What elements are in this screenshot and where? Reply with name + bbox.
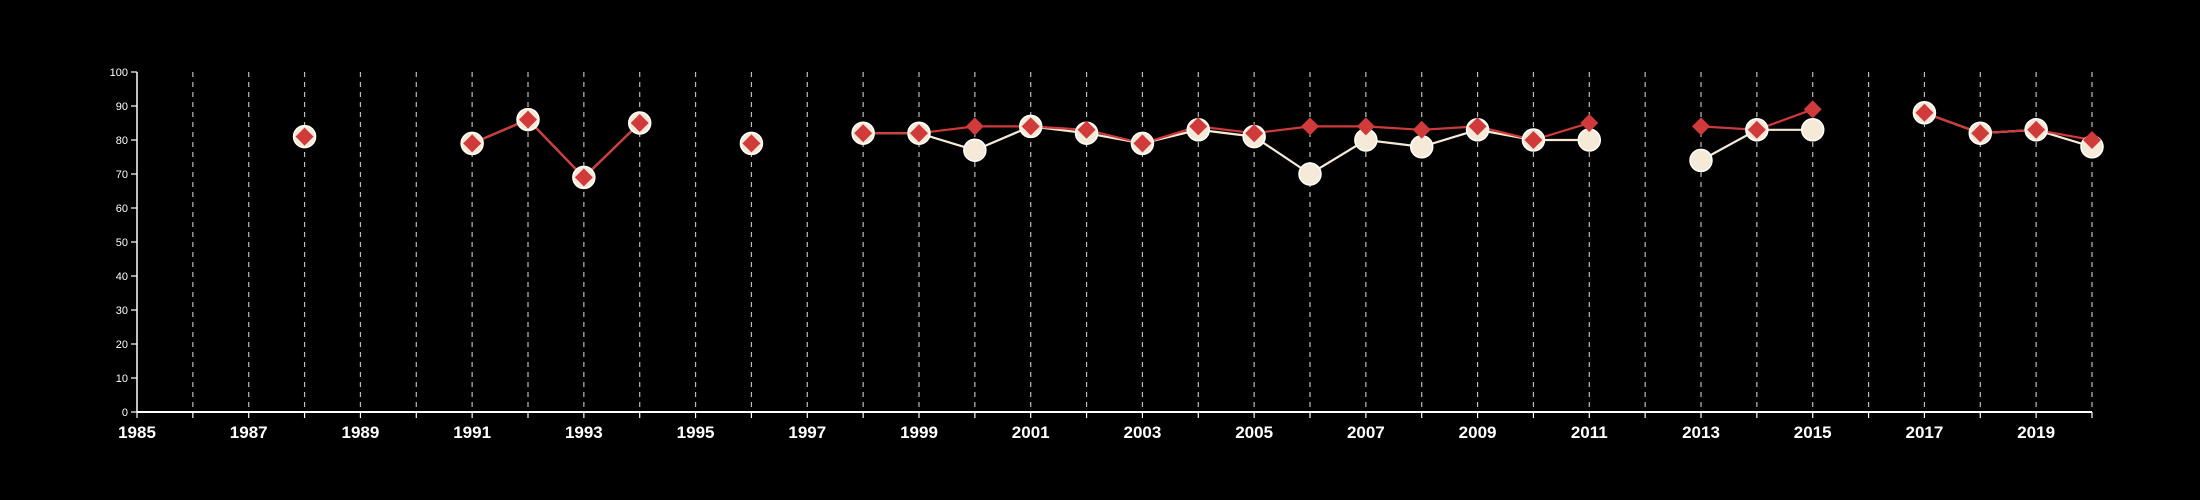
- series-line-diamond: [1924, 111, 2093, 142]
- diamond-point: [1356, 117, 1375, 136]
- x-tick-label: 1995: [677, 423, 715, 442]
- diamond-point: [1803, 100, 1822, 119]
- x-tick-label: 2013: [1682, 423, 1720, 442]
- circle-point: [1577, 128, 1602, 152]
- x-tick-label: 2003: [1124, 423, 1162, 442]
- x-tick-label: 2005: [1235, 423, 1273, 442]
- y-tick-label: 90: [116, 101, 128, 113]
- diamond-point: [2083, 131, 2101, 149]
- diamond-point: [1580, 114, 1599, 132]
- y-tick-label: 100: [110, 67, 128, 79]
- y-tick-label: 80: [116, 135, 128, 147]
- diamond-point: [1971, 124, 1990, 143]
- diamond-point: [463, 134, 482, 153]
- diamond-point: [1915, 103, 1934, 122]
- y-tick-label: 50: [116, 237, 128, 249]
- circle-point: [1800, 118, 1825, 142]
- x-tick-label: 2015: [1794, 423, 1832, 442]
- axes: 0 10 20 30 40 50 60 70 80 90 100 1985 1987 1989 1991 19…: [110, 67, 2093, 442]
- y-tick-label: 0: [122, 407, 128, 419]
- diamond-point: [2027, 120, 2046, 139]
- circle-point: [1409, 135, 1434, 159]
- series-line-circle: [1924, 111, 2093, 148]
- diamond-point: [1021, 117, 1040, 136]
- diamond-point: [1747, 120, 1766, 139]
- circle-point: [1689, 148, 1713, 173]
- x-tick-label: 1999: [900, 423, 938, 442]
- x-tick-label: 2011: [1571, 423, 1608, 442]
- diamond-point: [1692, 117, 1710, 136]
- x-tick-label: 2001: [1012, 423, 1050, 442]
- y-tick-label: 60: [116, 203, 128, 215]
- y-tick-label: 30: [116, 305, 128, 317]
- x-tick-label: 1997: [788, 423, 826, 442]
- y-tick-label: 70: [116, 169, 128, 181]
- diamond-point: [1133, 134, 1152, 153]
- x-tick-label: 1991: [453, 423, 491, 442]
- x-tick-label: 1987: [230, 423, 268, 442]
- x-tick-label: 2019: [2017, 423, 2055, 442]
- diamond-point: [1301, 117, 1319, 136]
- x-tick-label: 2009: [1459, 423, 1497, 442]
- diamond-point: [574, 168, 593, 187]
- vertical-grid: [192, 72, 2093, 412]
- diamond-point: [519, 110, 537, 129]
- diamond-point: [910, 124, 928, 143]
- y-tick-label: 10: [116, 373, 128, 385]
- diamond-point: [295, 127, 314, 146]
- x-tick-label: 2017: [1906, 423, 1944, 442]
- y-tick-label: 40: [116, 271, 128, 283]
- diamond-point: [1412, 120, 1431, 139]
- x-tick-label: 1993: [565, 423, 603, 442]
- diamond-point: [630, 114, 649, 132]
- circle-point: [1298, 162, 1322, 186]
- diamond-point: [854, 124, 873, 143]
- diamond-point: [1077, 120, 1096, 139]
- y-tick-label: 20: [116, 339, 128, 351]
- x-tick-label: 1989: [342, 423, 380, 442]
- circle-point: [963, 138, 987, 162]
- series: [292, 100, 2104, 190]
- diamond-point: [742, 134, 761, 153]
- x-tick-label: 2007: [1347, 423, 1385, 442]
- diamond-point: [1189, 117, 1208, 136]
- diamond-point: [1524, 131, 1543, 149]
- series-line-diamond: [471, 118, 641, 179]
- diamond-point: [965, 117, 984, 136]
- diamond-point: [1468, 117, 1487, 136]
- x-tick-label: 1985: [118, 423, 156, 442]
- diamond-point: [1245, 124, 1264, 143]
